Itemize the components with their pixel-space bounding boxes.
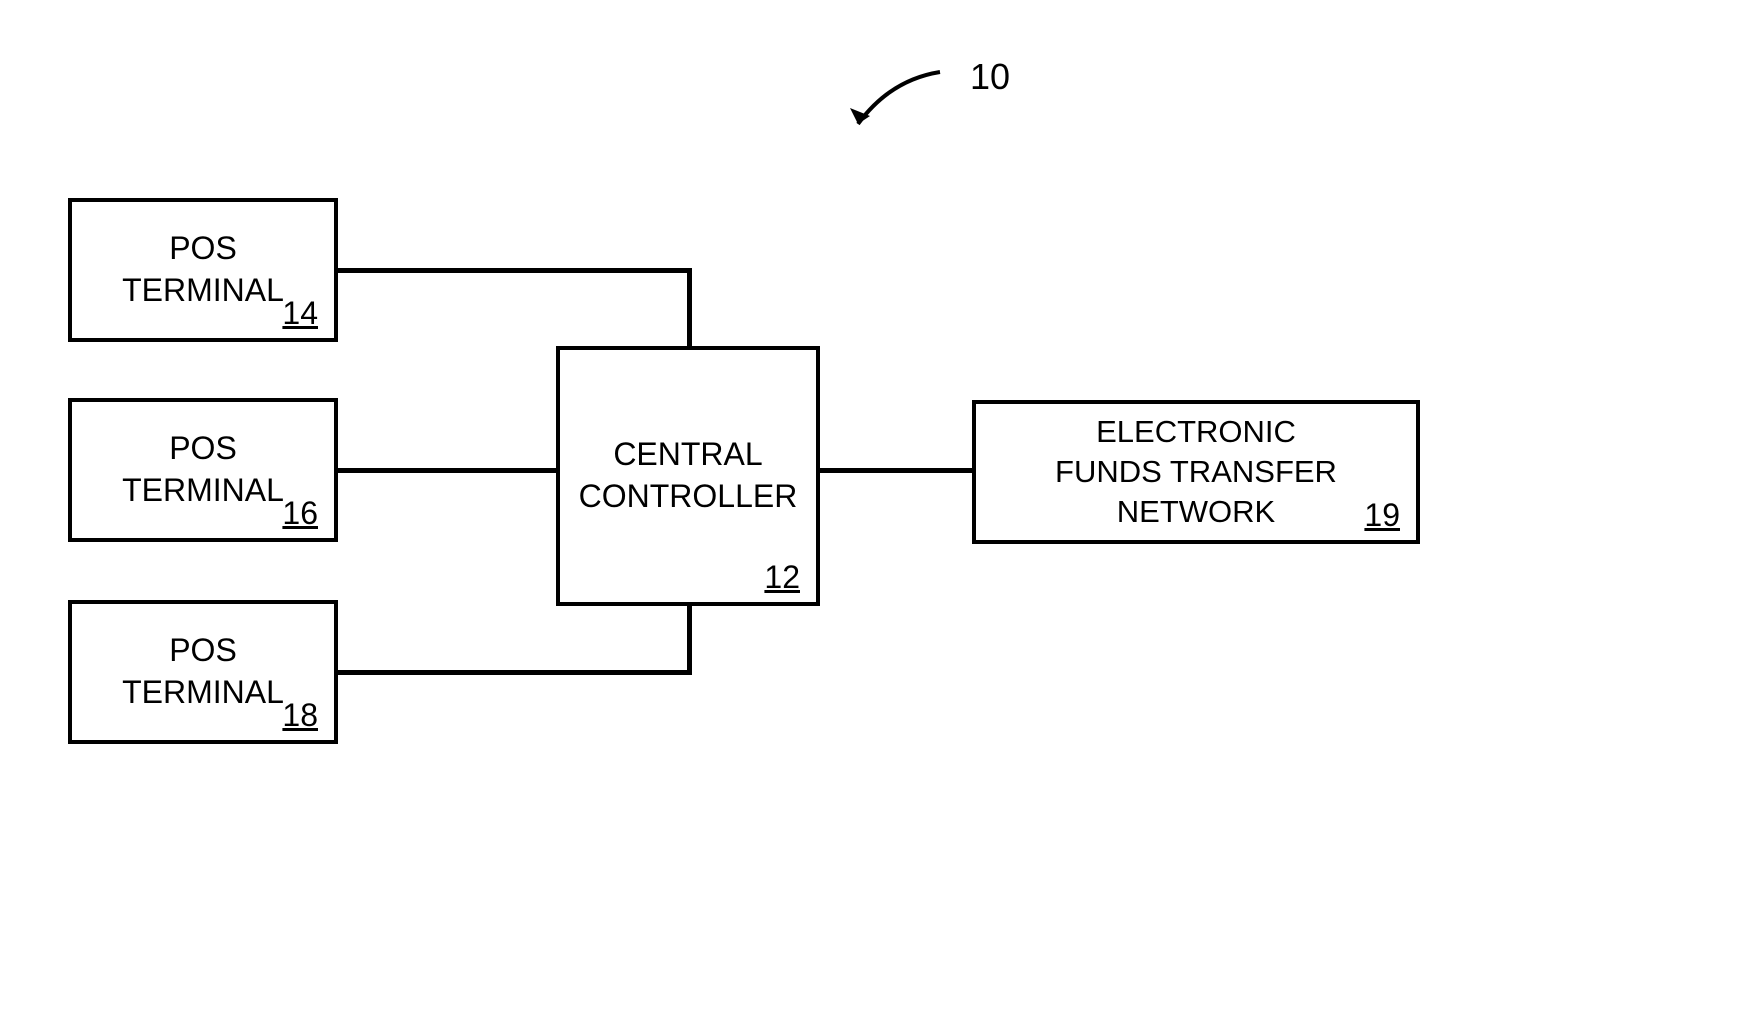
node-reference: 12 — [764, 559, 800, 596]
node-reference: 14 — [282, 295, 318, 332]
node-pos-terminal-14: POSTERMINAL 14 — [68, 198, 338, 342]
node-reference: 19 — [1364, 497, 1400, 534]
node-pos-terminal-18: POSTERMINAL 18 — [68, 600, 338, 744]
reference-arrow-icon — [840, 60, 960, 140]
diagram-container: 10 POSTERMINAL 14 POSTERMINAL 16 POSTERM… — [0, 0, 1764, 1013]
node-label-text: CENTRALCONTROLLER — [579, 436, 798, 514]
edge-central-eft — [820, 468, 972, 473]
node-reference: 16 — [282, 495, 318, 532]
node-label-text: ELECTRONICFUNDS TRANSFERNETWORK — [1055, 414, 1337, 530]
node-label: POSTERMINAL — [122, 630, 284, 713]
node-reference: 18 — [282, 697, 318, 734]
edge-pos16-central — [338, 468, 556, 473]
node-label: ELECTRONICFUNDS TRANSFERNETWORK — [1055, 412, 1337, 533]
edge-pos14-central-h — [338, 268, 692, 273]
node-label-text: POSTERMINAL — [122, 430, 284, 508]
node-label: CENTRALCONTROLLER — [579, 434, 798, 517]
system-reference-number: 10 — [970, 56, 1010, 98]
node-label-text: POSTERMINAL — [122, 230, 284, 308]
edge-pos18-central-h — [338, 670, 692, 675]
edge-pos18-central-v — [687, 602, 692, 675]
node-label: POSTERMINAL — [122, 228, 284, 311]
node-eft-network: ELECTRONICFUNDS TRANSFERNETWORK 19 — [972, 400, 1420, 544]
edge-pos14-central-v — [687, 268, 692, 350]
node-label-text: POSTERMINAL — [122, 632, 284, 710]
node-central-controller: CENTRALCONTROLLER 12 — [556, 346, 820, 606]
node-label: POSTERMINAL — [122, 428, 284, 511]
node-pos-terminal-16: POSTERMINAL 16 — [68, 398, 338, 542]
